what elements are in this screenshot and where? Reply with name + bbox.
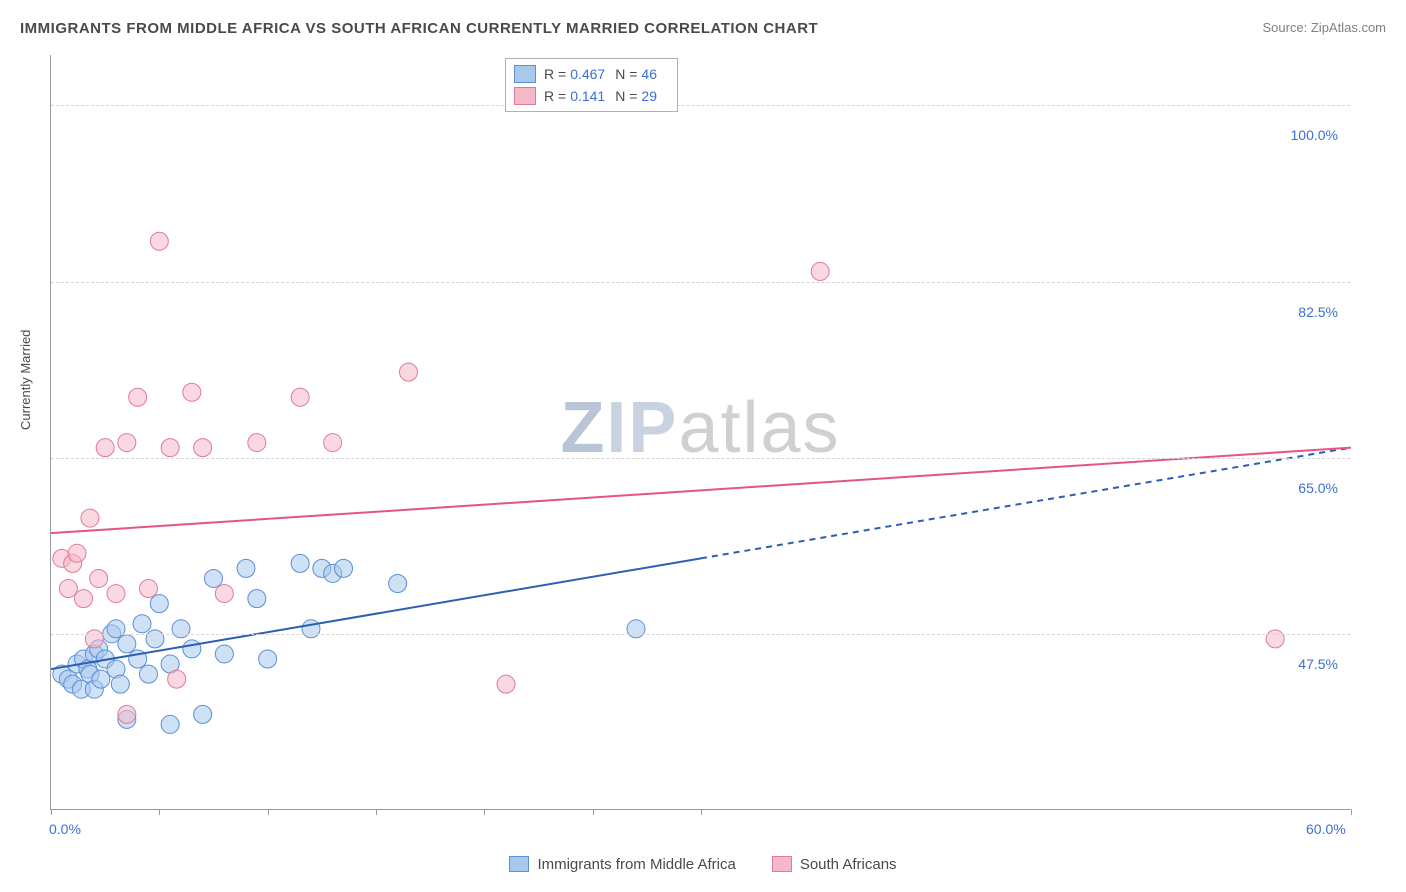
legend-n-label: N =: [615, 88, 637, 104]
scatter-point: [118, 434, 136, 452]
scatter-point: [627, 620, 645, 638]
gridline: [51, 105, 1350, 106]
legend-row: R =0.141 N =29: [514, 85, 667, 107]
scatter-point: [324, 434, 342, 452]
legend-r-value: 0.467: [570, 66, 605, 82]
scatter-point: [90, 569, 108, 587]
scatter-point: [129, 388, 147, 406]
regression-line: [51, 558, 701, 669]
y-axis-label: Currently Married: [18, 330, 33, 430]
scatter-point: [161, 439, 179, 457]
scatter-point: [96, 439, 114, 457]
scatter-point: [205, 569, 223, 587]
scatter-point: [68, 544, 86, 562]
scatter-point: [168, 670, 186, 688]
x-tick-mark: [268, 809, 269, 815]
series-name: South Africans: [800, 856, 897, 873]
scatter-point: [161, 715, 179, 733]
scatter-point: [172, 620, 190, 638]
gridline: [51, 458, 1350, 459]
scatter-point: [92, 670, 110, 688]
correlation-chart: IMMIGRANTS FROM MIDDLE AFRICA VS SOUTH A…: [0, 0, 1406, 892]
series-legend-item: Immigrants from Middle Africa: [509, 856, 735, 873]
series-name: Immigrants from Middle Africa: [537, 856, 735, 873]
scatter-point: [811, 262, 829, 280]
y-tick-label: 82.5%: [1298, 304, 1338, 320]
scatter-point: [81, 509, 99, 527]
scatter-point: [59, 580, 77, 598]
x-tick-mark: [701, 809, 702, 815]
legend-r-label: R =: [544, 66, 566, 82]
x-tick-mark: [593, 809, 594, 815]
x-tick-mark: [484, 809, 485, 815]
scatter-point: [302, 620, 320, 638]
plot-svg: [51, 55, 1350, 809]
scatter-point: [400, 363, 418, 381]
scatter-point: [259, 650, 277, 668]
legend-r-value: 0.141: [570, 88, 605, 104]
scatter-point: [111, 675, 129, 693]
legend-r-label: R =: [544, 88, 566, 104]
scatter-point: [194, 705, 212, 723]
scatter-point: [183, 640, 201, 658]
x-tick-mark: [1351, 809, 1352, 815]
legend-swatch: [509, 856, 529, 872]
scatter-point: [237, 559, 255, 577]
plot-area: ZIPatlas 47.5%65.0%82.5%100.0%0.0%60.0%: [50, 55, 1350, 810]
y-tick-label: 65.0%: [1298, 480, 1338, 496]
scatter-point: [248, 434, 266, 452]
regression-line: [51, 448, 1351, 534]
legend-n-value: 29: [641, 88, 657, 104]
scatter-point: [85, 630, 103, 648]
x-tick-mark: [376, 809, 377, 815]
gridline: [51, 282, 1350, 283]
scatter-point: [75, 590, 93, 608]
chart-source: Source: ZipAtlas.com: [1262, 20, 1386, 35]
x-tick-label: 60.0%: [1306, 821, 1346, 837]
scatter-point: [150, 595, 168, 613]
legend-n-label: N =: [615, 66, 637, 82]
legend-swatch: [514, 65, 536, 83]
scatter-point: [215, 585, 233, 603]
scatter-point: [497, 675, 515, 693]
scatter-point: [140, 580, 158, 598]
correlation-legend: R =0.467 N =46 R =0.141 N =29: [505, 58, 678, 112]
scatter-point: [150, 232, 168, 250]
scatter-point: [107, 620, 125, 638]
legend-n-value: 46: [641, 66, 657, 82]
regression-line-extrapolated: [701, 448, 1351, 559]
scatter-point: [107, 585, 125, 603]
scatter-point: [140, 665, 158, 683]
scatter-point: [194, 439, 212, 457]
scatter-point: [118, 635, 136, 653]
scatter-point: [146, 630, 164, 648]
scatter-point: [133, 615, 151, 633]
y-tick-label: 100.0%: [1291, 127, 1338, 143]
scatter-point: [183, 383, 201, 401]
x-tick-mark: [51, 809, 52, 815]
scatter-point: [335, 559, 353, 577]
series-legend-item: South Africans: [772, 856, 897, 873]
y-tick-label: 47.5%: [1298, 656, 1338, 672]
scatter-point: [118, 705, 136, 723]
chart-title: IMMIGRANTS FROM MIDDLE AFRICA VS SOUTH A…: [20, 20, 818, 37]
scatter-point: [1266, 630, 1284, 648]
legend-row: R =0.467 N =46: [514, 63, 667, 85]
gridline: [51, 634, 1350, 635]
scatter-point: [291, 388, 309, 406]
scatter-point: [389, 575, 407, 593]
scatter-point: [215, 645, 233, 663]
legend-swatch: [514, 87, 536, 105]
legend-swatch: [772, 856, 792, 872]
x-tick-label: 0.0%: [49, 821, 81, 837]
series-legend: Immigrants from Middle Africa South Afric…: [0, 856, 1406, 877]
x-tick-mark: [159, 809, 160, 815]
scatter-point: [248, 590, 266, 608]
scatter-point: [291, 554, 309, 572]
